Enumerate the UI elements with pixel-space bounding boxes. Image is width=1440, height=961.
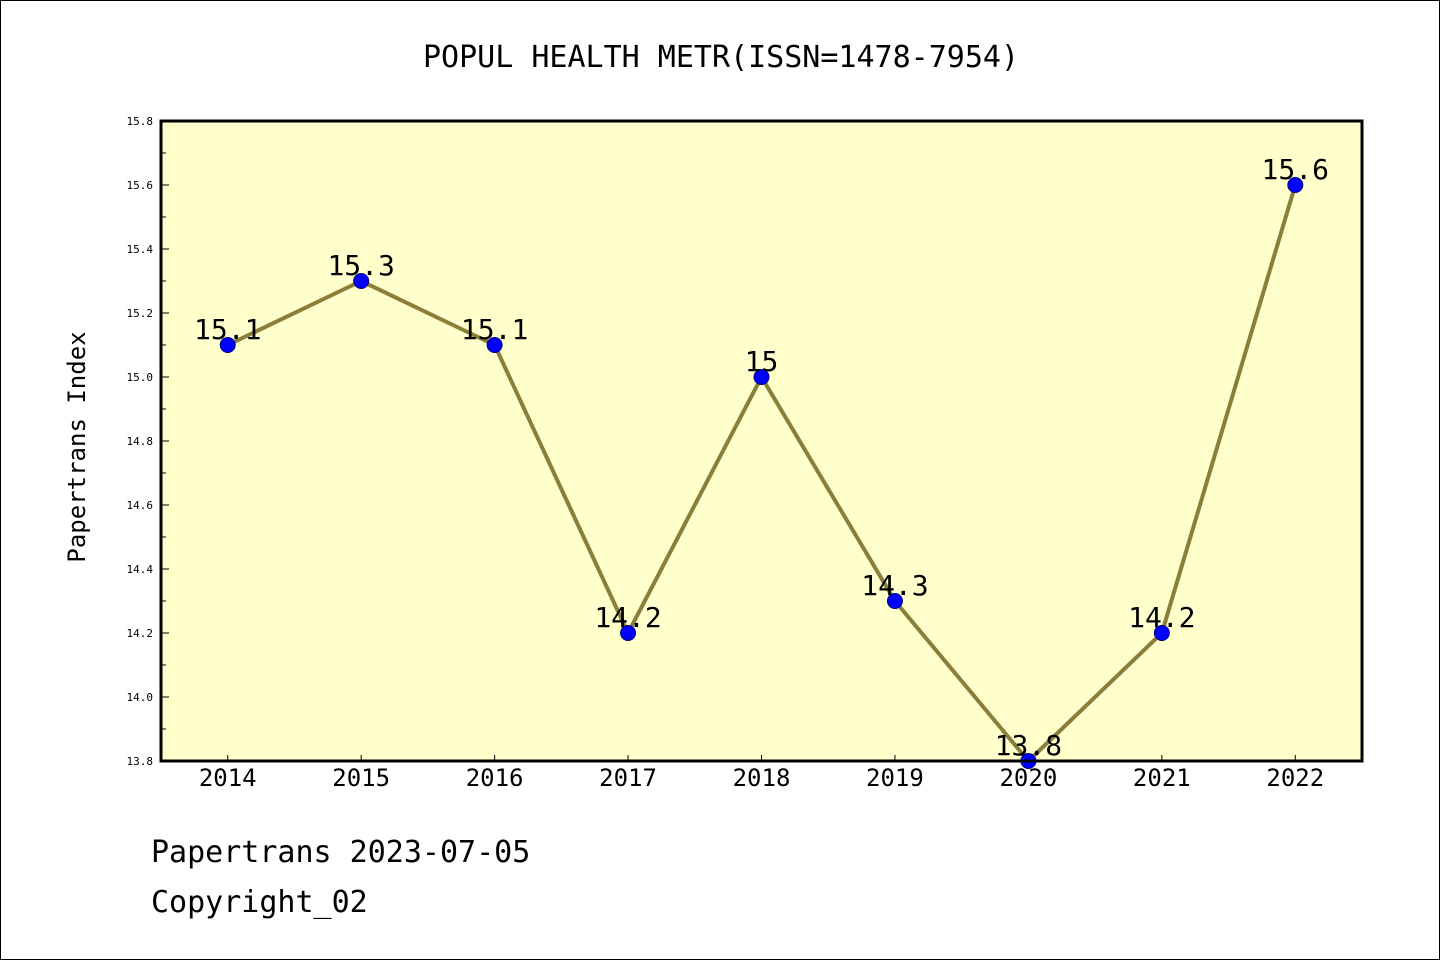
y-tick-label: 14.2 [127, 627, 154, 640]
data-point [353, 273, 370, 289]
data-label: 13.8 [995, 729, 1062, 762]
x-tick-label: 2019 [866, 764, 924, 792]
plot-area [161, 121, 1362, 761]
y-tick-label: 15.8 [127, 115, 154, 128]
y-tick-label: 14.8 [127, 435, 154, 448]
x-tick-label: 2016 [466, 764, 524, 792]
y-tick-label: 15.6 [127, 179, 154, 192]
data-point [753, 369, 770, 385]
y-tick-label: 14.6 [127, 499, 154, 512]
data-label: 15.3 [327, 249, 394, 282]
y-tick-label: 15.2 [127, 307, 154, 320]
data-point [620, 625, 637, 641]
x-tick-label: 2021 [1133, 764, 1191, 792]
data-point [219, 337, 236, 353]
data-point [886, 593, 903, 609]
x-tick-label: 2018 [733, 764, 791, 792]
x-tick-label: 2015 [332, 764, 390, 792]
data-label: 14.2 [594, 601, 661, 634]
x-tick-label: 2022 [1266, 764, 1324, 792]
data-label: 14.3 [861, 569, 928, 602]
data-label: 14.2 [1128, 601, 1195, 634]
y-axis-label: Papertrans Index [63, 331, 91, 562]
footer-copyright-line: Copyright_02 [151, 885, 368, 920]
footer-date-line: Papertrans 2023-07-05 [151, 835, 531, 870]
x-axis: 2014 2015 2016 2017 2018 2019 2020 2021 2022 [199, 755, 1324, 792]
data-point [486, 337, 503, 353]
x-tick-label: 2014 [199, 764, 257, 792]
data-point [1287, 177, 1304, 193]
data-label: 15.1 [194, 313, 261, 346]
y-tick-label: 15.0 [127, 371, 154, 384]
series-line-group: 15.1 15.3 15.1 14.2 15 14.3 13.8 14.2 15.6 [194, 153, 1329, 769]
data-label: 15.6 [1262, 153, 1329, 186]
x-tick-label: 2017 [599, 764, 657, 792]
plot-border [159, 119, 1364, 763]
y-tick-label: 13.8 [127, 755, 154, 768]
data-label: 15 [745, 345, 779, 378]
data-point [1153, 625, 1170, 641]
y-tick-label: 14.0 [127, 691, 154, 704]
data-label: 15.1 [461, 313, 528, 346]
chart-title: POPUL HEALTH METR(ISSN=1478-7954) [423, 40, 1019, 75]
y-tick-label: 15.4 [127, 243, 154, 256]
y-tick-label: 14.4 [127, 563, 154, 576]
y-axis: 13.8 14.0 14.2 14.4 14.6 14.8 15.0 15.2 15.4 15.6… [127, 115, 169, 768]
